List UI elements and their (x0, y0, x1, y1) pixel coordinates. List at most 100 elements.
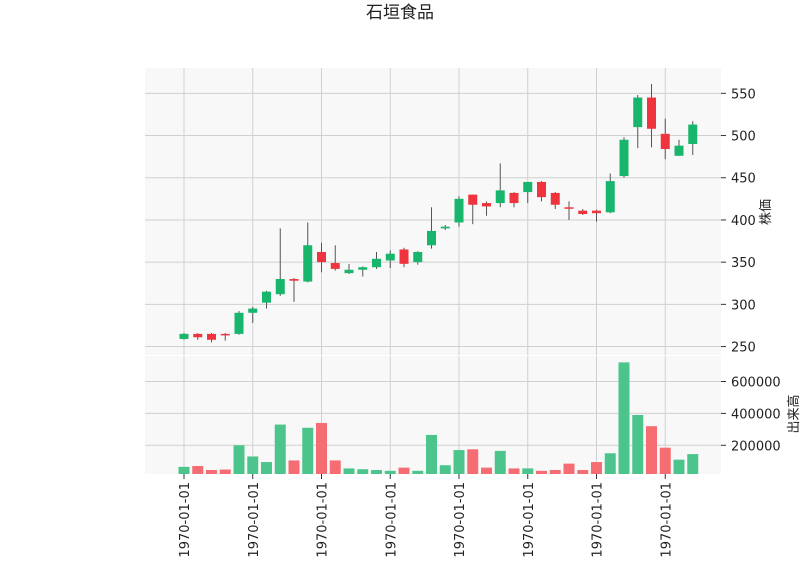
x-tick-label: 1970-01-01 (591, 482, 606, 558)
candle-body (592, 210, 601, 214)
candle-body (564, 207, 574, 209)
volume-bar (604, 453, 616, 474)
volume-bar (659, 447, 671, 474)
price-tick-label: 400 (731, 214, 756, 229)
volume-bar (494, 450, 506, 474)
volume-bar (316, 422, 327, 474)
candle-body (550, 192, 560, 205)
candle-body (537, 181, 546, 198)
volume-tick-label: 400000 (731, 407, 781, 422)
candle-body (248, 308, 258, 313)
x-tick-label: 1970-01-01 (659, 482, 674, 558)
volume-bar (481, 467, 492, 474)
volume-tick-label: 200000 (731, 439, 781, 454)
volume-bar (192, 466, 204, 474)
candle-body (427, 230, 436, 246)
candles (179, 84, 698, 343)
candle-body (674, 145, 684, 156)
candle-body (193, 333, 203, 338)
x-tick-label: 1970-01-01 (384, 482, 399, 558)
candle-body (619, 139, 629, 177)
volume-bar (398, 467, 410, 474)
x-tick-label: 1970-01-01 (453, 482, 468, 558)
volume-bar (646, 426, 657, 474)
candle-body (578, 210, 588, 215)
candle-body (509, 192, 519, 204)
volume-bar (549, 470, 561, 474)
volume-bar (522, 468, 534, 474)
volume-bar (591, 462, 602, 474)
candle-body (220, 333, 230, 336)
candle-body (468, 194, 478, 205)
candle-body (385, 253, 395, 261)
candle-body (495, 190, 505, 204)
volume-bar (247, 456, 259, 474)
x-axis-ticks: 1970-01-01 1970-01-01 1970-01-01 1970-01-01… (178, 474, 674, 558)
price-axis-label: 株価 (759, 199, 774, 225)
volume-bar (288, 460, 300, 474)
volume-bar (206, 470, 217, 474)
volume-bar (274, 424, 286, 474)
candle-body (440, 226, 450, 229)
candle-body (289, 279, 299, 281)
candle-body (234, 312, 244, 334)
chart-title: 石垣食品 (366, 3, 434, 23)
candle-body (303, 245, 313, 282)
price-panel-background (145, 68, 721, 355)
x-tick-label: 1970-01-01 (522, 482, 537, 558)
volume-bar (439, 465, 451, 474)
candle-body (179, 333, 189, 339)
price-tick-label: 250 (731, 341, 756, 356)
volume-bar (302, 427, 314, 474)
volume-bar (384, 470, 396, 474)
volume-bar (618, 362, 630, 474)
volume-bar (219, 469, 231, 474)
candle-body (358, 267, 368, 270)
price-axis-ticks: 250 300 350 400 450 500 550 (721, 87, 756, 356)
x-tick-label: 1970-01-01 (247, 482, 262, 558)
volume-bar (453, 450, 465, 474)
volume-bar (687, 454, 699, 474)
volume-bar (563, 463, 575, 474)
candle-body (275, 279, 285, 295)
candle-body (207, 333, 216, 340)
volume-axis-label: 出来高 (786, 394, 800, 433)
volume-bar (577, 470, 589, 474)
volume-tick-label: 600000 (731, 376, 781, 391)
price-tick-label: 550 (731, 87, 756, 102)
candle-body (523, 181, 533, 193)
volume-bar (673, 459, 685, 474)
volume-bar (426, 434, 437, 474)
volume-axis-ticks: 200000 400000 600000 (721, 376, 781, 454)
candle-body (399, 249, 409, 264)
price-tick-label: 500 (731, 130, 756, 145)
candle-body (317, 252, 326, 263)
volume-bar (412, 470, 424, 474)
candle-body (688, 124, 698, 144)
volume-bar (178, 466, 190, 474)
candle-body (344, 269, 354, 274)
volume-bar (632, 415, 644, 474)
candle-body (262, 291, 271, 303)
volume-bars (178, 362, 699, 474)
candle-body (454, 198, 464, 223)
volume-bar (343, 468, 355, 474)
volume-bar (536, 470, 547, 474)
candle-body (372, 258, 381, 268)
price-tick-label: 300 (731, 298, 756, 313)
volume-bar (233, 445, 245, 474)
volume-bar (329, 460, 341, 474)
candle-body (605, 181, 615, 213)
candle-body (482, 203, 491, 207)
candle-body (647, 97, 656, 129)
volume-bar (371, 470, 382, 474)
volume-bar (261, 462, 272, 474)
price-tick-label: 350 (731, 256, 756, 271)
price-tick-label: 450 (731, 172, 756, 187)
x-tick-label: 1970-01-01 (316, 482, 331, 558)
candle-body (330, 262, 340, 269)
candle-body (660, 133, 670, 150)
x-tick-label: 1970-01-01 (178, 482, 193, 558)
